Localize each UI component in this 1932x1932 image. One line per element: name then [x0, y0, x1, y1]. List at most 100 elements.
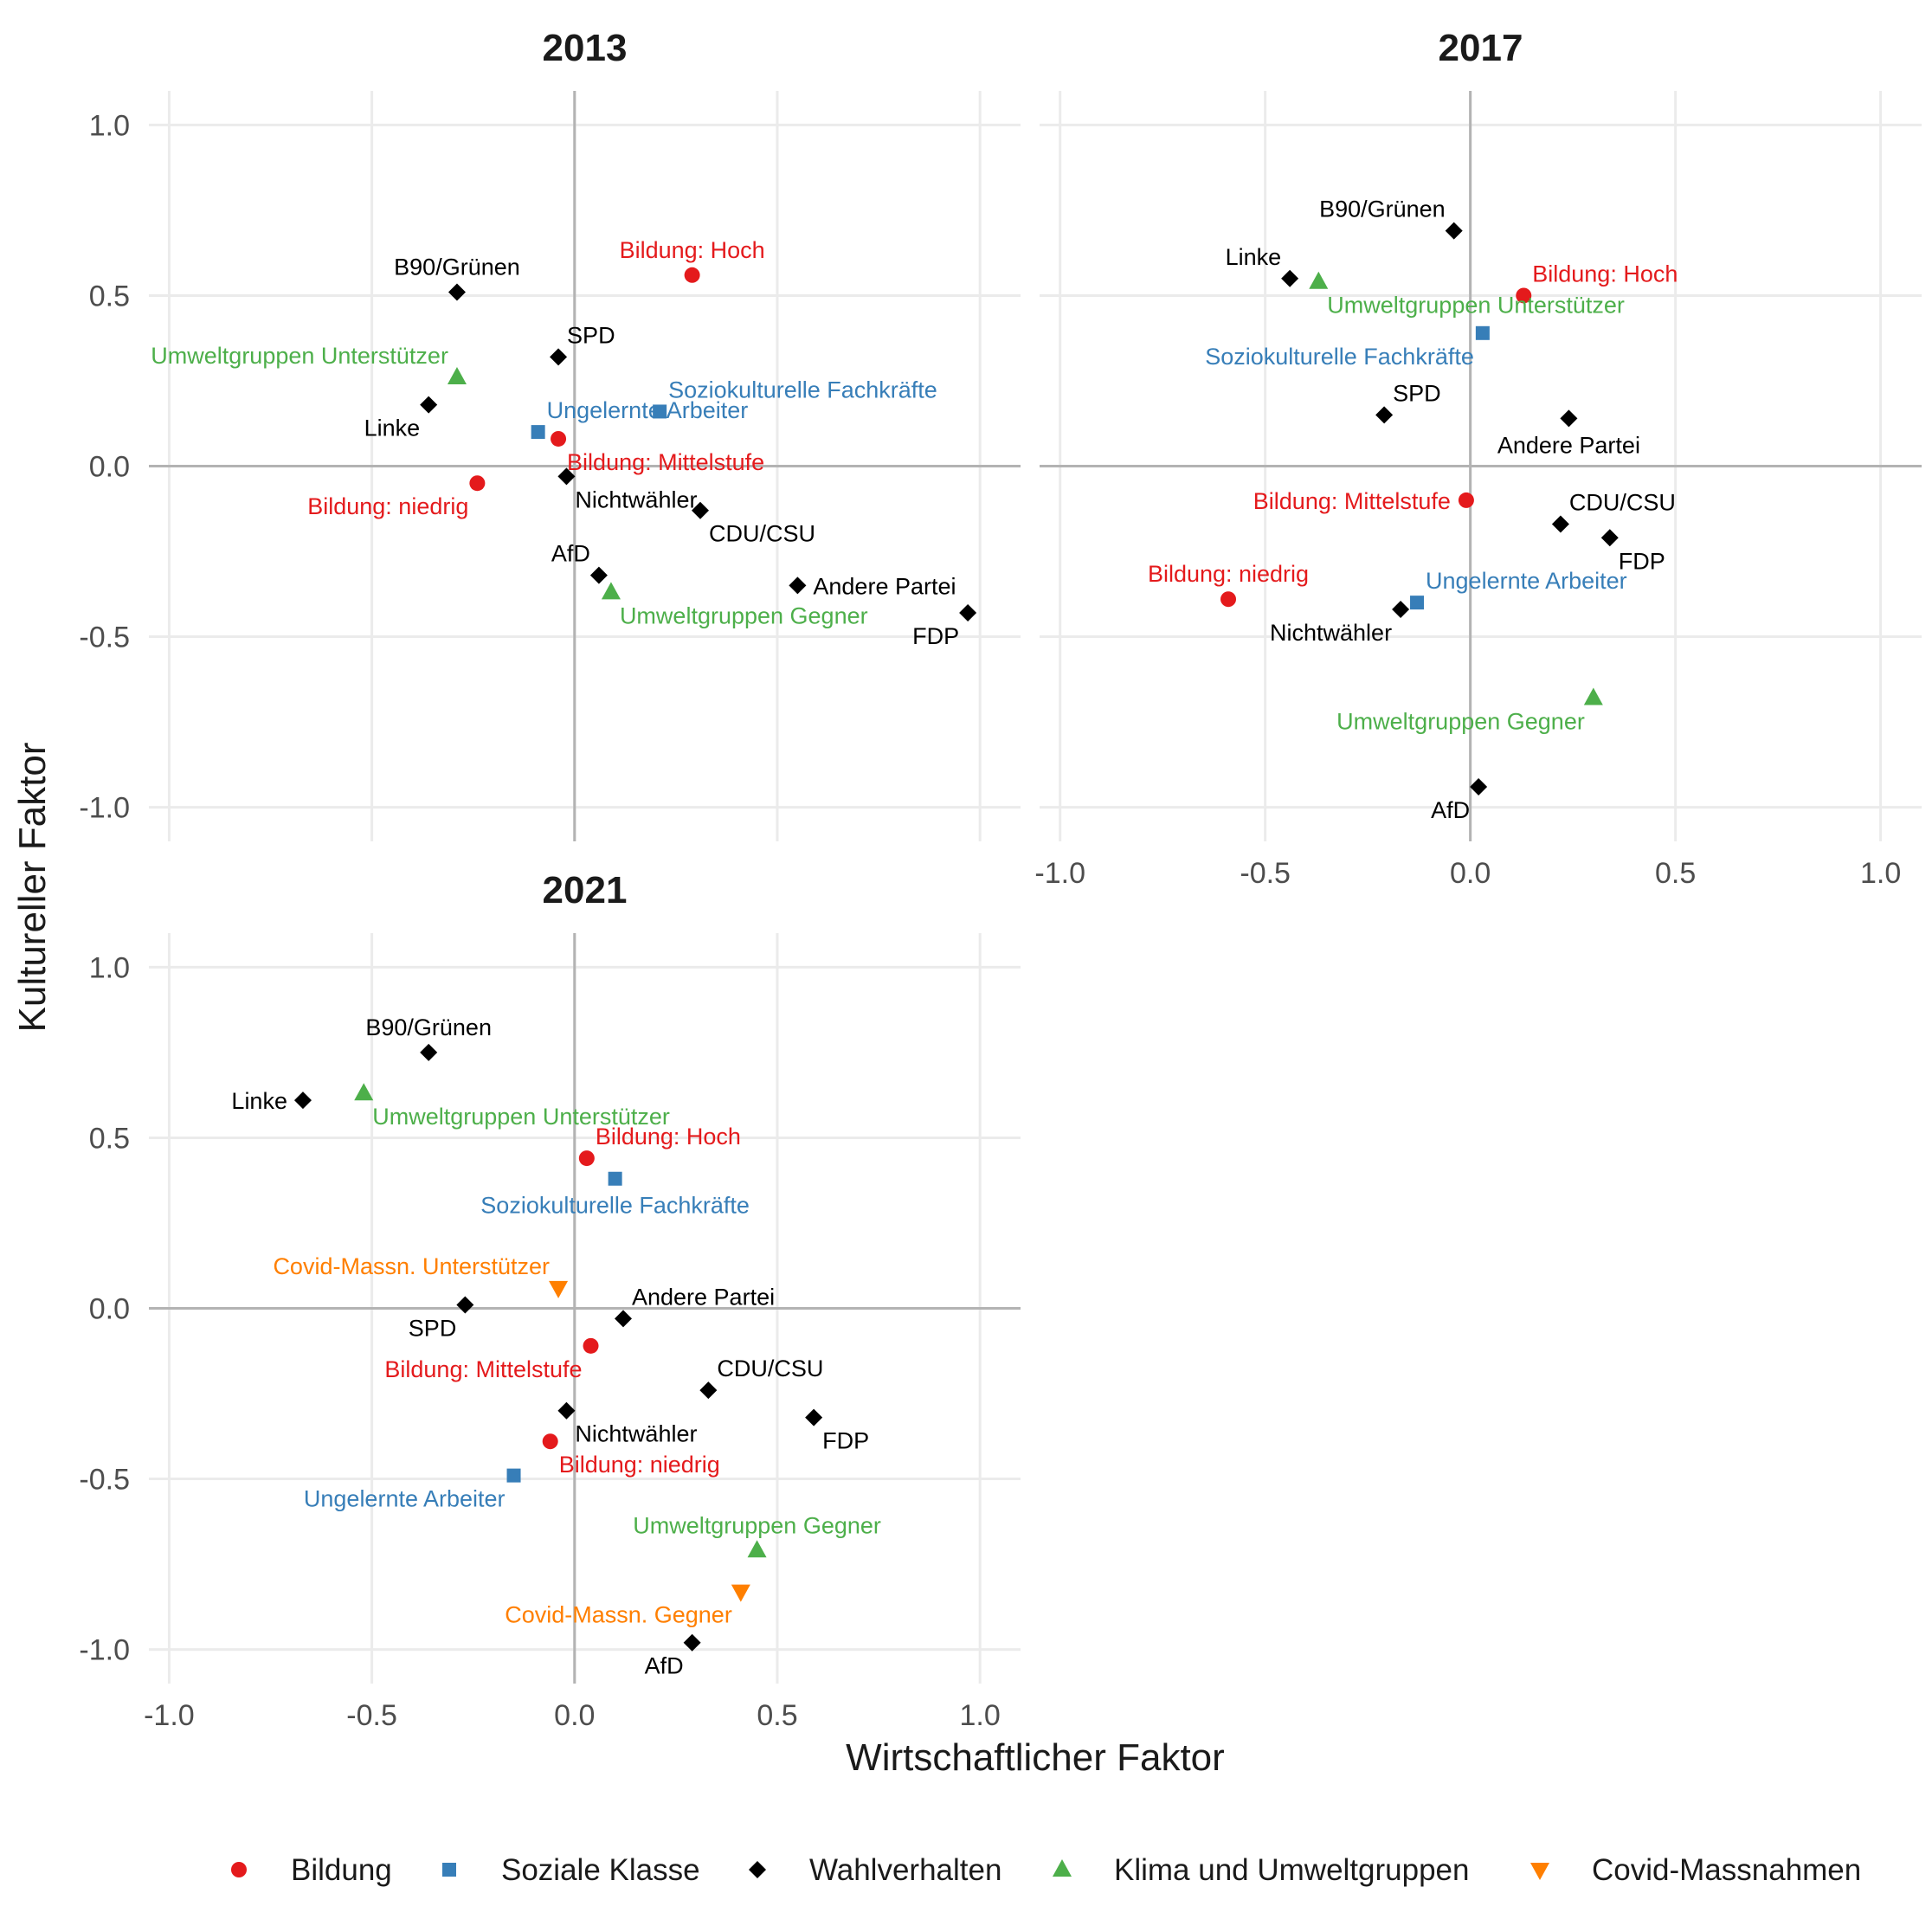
y-tick-label: 0.0	[89, 451, 130, 484]
legend-key-klima	[1053, 1859, 1072, 1877]
point-label: Bildung: Hoch	[1532, 261, 1678, 287]
legend: Bildung Soziale Klasse Wahlverhalten Klima …	[231, 1853, 1861, 1887]
data-point	[583, 1337, 599, 1354]
data-point	[550, 348, 568, 366]
point-label: Bildung: Hoch	[620, 237, 765, 263]
legend-label: Soziale Klasse	[501, 1853, 700, 1887]
legend-label: Bildung	[291, 1853, 392, 1887]
y-tick-label: -1.0	[79, 792, 130, 825]
data-point	[699, 1381, 718, 1400]
x-axis-title: Wirtschaftlicher Faktor	[846, 1736, 1225, 1779]
data-point	[653, 404, 667, 419]
data-point	[691, 501, 709, 519]
data-point	[1458, 492, 1474, 508]
data-point	[608, 1171, 622, 1186]
data-point	[614, 1310, 632, 1328]
legend-item-bildung: Bildung	[231, 1853, 392, 1887]
point-label: CDU/CSU	[1569, 489, 1676, 515]
x-tick-label: -1.0	[144, 1699, 195, 1732]
y-tick-label: 1.0	[89, 951, 130, 984]
legend-label: Klima und Umweltgruppen	[1114, 1853, 1469, 1887]
data-point	[747, 1540, 767, 1558]
x-tick-label: 0.5	[757, 1699, 797, 1732]
legend-item-covid: Covid-Massnahmen	[1530, 1853, 1861, 1887]
data-point	[1445, 222, 1463, 240]
point-label: Umweltgruppen Unterstützer	[1327, 293, 1625, 319]
y-axis-title: Kultureller Faktor	[11, 742, 54, 1032]
point-label: Soziokulturelle Fachkräfte	[668, 377, 937, 402]
data-point	[684, 267, 700, 283]
panel-title: 2013	[543, 27, 628, 69]
panel-title: 2021	[543, 869, 628, 911]
point-label: Bildung: Mittelstufe	[1253, 488, 1451, 514]
data-point	[1309, 271, 1329, 289]
legend-item-klasse: Soziale Klasse	[442, 1853, 700, 1887]
data-point	[447, 367, 467, 385]
point-label: AfD	[551, 541, 590, 567]
x-tick-label: -0.5	[1240, 857, 1291, 890]
data-point	[542, 1433, 558, 1450]
point-label: FDP	[822, 1428, 869, 1454]
data-point	[557, 1401, 576, 1420]
data-point	[1600, 529, 1619, 547]
point-label: Umweltgruppen Unterstützer	[151, 343, 448, 369]
point-label: Bildung: niedrig	[307, 493, 468, 519]
y-tick-label: -0.5	[79, 1464, 130, 1497]
legend-key-klasse	[442, 1863, 456, 1877]
data-point	[1475, 325, 1490, 340]
point-label: SPD	[409, 1316, 457, 1342]
point-label: B90/Grünen	[394, 254, 520, 280]
point-label: Andere Partei	[1497, 432, 1640, 458]
data-point	[354, 1083, 374, 1101]
y-tick-label: 0.0	[89, 1293, 130, 1326]
point-label: Andere Partei	[632, 1284, 775, 1310]
data-point	[456, 1296, 474, 1314]
x-tick-label: -1.0	[1034, 857, 1085, 890]
point-label: Andere Partei	[813, 573, 956, 599]
point-label: Nichtwähler	[575, 486, 697, 512]
data-point	[1220, 591, 1237, 608]
data-point	[1410, 596, 1425, 610]
point-label: Umweltgruppen Gegner	[633, 1512, 881, 1538]
point-label: Soziokulturelle Fachkräfte	[1205, 344, 1474, 370]
data-point	[601, 582, 621, 600]
data-point	[557, 467, 576, 486]
point-label: Nichtwähler	[575, 1421, 697, 1447]
point-label: Ungelernte Arbeiter	[304, 1486, 506, 1512]
point-label: Umweltgruppen Gegner	[1336, 708, 1585, 734]
point-label: Linke	[1226, 244, 1282, 270]
data-point	[683, 1633, 701, 1652]
point-label: Ungelernte Arbeiter	[547, 397, 749, 423]
point-label: SPD	[1393, 380, 1441, 406]
point-label: Linke	[364, 415, 421, 441]
legend-item-wahl: Wahlverhalten	[749, 1853, 1001, 1887]
data-point	[469, 475, 486, 492]
point-label: Nichtwähler	[1270, 620, 1392, 646]
point-label: CDU/CSU	[709, 521, 815, 547]
point-label: Ungelernte Arbeiter	[1426, 568, 1627, 594]
point-label: Bildung: Hoch	[596, 1124, 741, 1150]
x-tick-label: 0.5	[1655, 857, 1696, 890]
point-label: Umweltgruppen Gegner	[620, 602, 868, 628]
data-point	[789, 576, 807, 595]
data-point	[805, 1408, 823, 1426]
panel-2013: 2013 -1.0 -0.5 0.0 0.5 1.0 Bildung: Hoch Bildun…	[79, 27, 1021, 841]
point-label: Covid-Massn. Unterstützer	[273, 1253, 550, 1279]
point-label: AfD	[645, 1653, 684, 1679]
data-point	[448, 283, 466, 301]
x-tick-label: 0.0	[1450, 857, 1491, 890]
data-point	[1551, 515, 1569, 533]
point-label: AfD	[1431, 797, 1470, 823]
x-tick-label: -0.5	[346, 1699, 397, 1732]
legend-label: Covid-Massnahmen	[1592, 1853, 1861, 1887]
panel-2021: 2021 -1.0 -0.5 0.0 0.5 1.0 -1.0 -0.5 0.0 0.5 1.0 Bi…	[79, 869, 1021, 1732]
data-point	[589, 566, 608, 584]
point-label: Umweltgruppen Unterstützer	[372, 1104, 670, 1130]
point-label: B90/Grünen	[365, 1014, 492, 1040]
x-tick-label: 1.0	[960, 1699, 1001, 1732]
point-label: CDU/CSU	[717, 1356, 823, 1381]
y-tick-label: 1.0	[89, 109, 130, 142]
point-label: Bildung: Mittelstufe	[567, 449, 764, 475]
legend-key-covid	[1530, 1863, 1549, 1880]
